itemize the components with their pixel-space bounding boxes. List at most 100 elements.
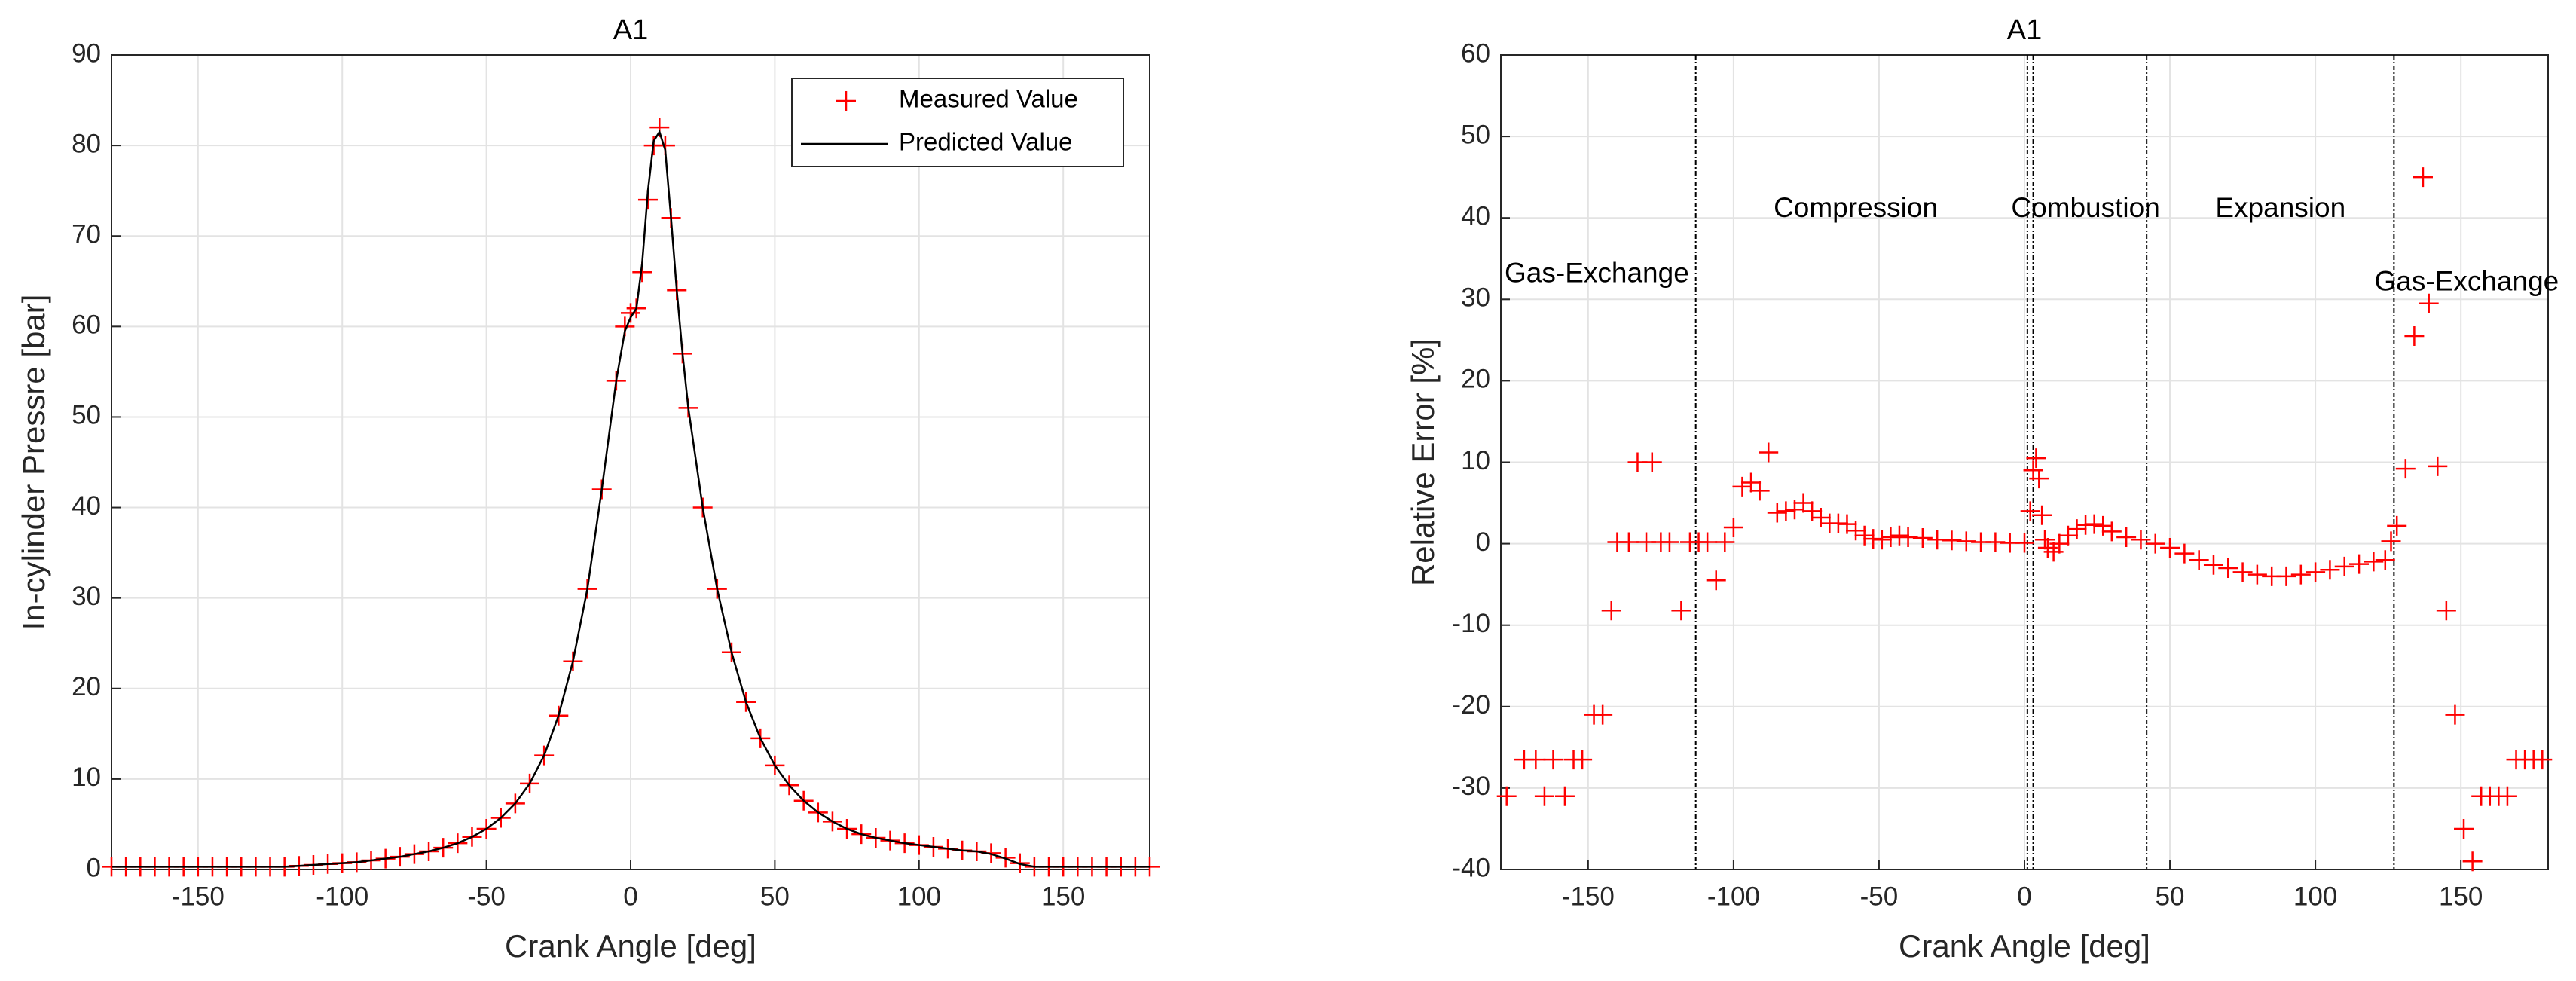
marker bbox=[2160, 538, 2180, 558]
marker bbox=[1749, 481, 1770, 501]
marker bbox=[2116, 527, 2137, 547]
y-axis-label: In-cylinder Pressre [bar] bbox=[16, 295, 51, 631]
y-tick-label: -40 bbox=[1452, 853, 1490, 882]
y-tick-label: 60 bbox=[1461, 38, 1490, 68]
legend-box bbox=[791, 78, 1124, 167]
marker bbox=[2174, 543, 2195, 564]
marker bbox=[1767, 503, 1787, 523]
marker bbox=[1593, 704, 1613, 725]
y-tick-label: 20 bbox=[1461, 365, 1490, 394]
marker bbox=[2375, 550, 2395, 570]
x-tick-label: 100 bbox=[897, 882, 941, 911]
marker bbox=[2320, 560, 2340, 580]
marker bbox=[2413, 167, 2433, 188]
annotation: Combustion bbox=[2011, 192, 2159, 223]
x-tick-label: -100 bbox=[1707, 882, 1760, 911]
x-tick-label: 50 bbox=[2156, 882, 2185, 911]
marker bbox=[2232, 562, 2253, 582]
axes-box bbox=[111, 54, 1150, 870]
x-tick-label: 150 bbox=[1041, 882, 1085, 911]
y-tick-label: 40 bbox=[1461, 201, 1490, 231]
legend-label: Predicted Value bbox=[899, 128, 1073, 156]
marker bbox=[1554, 786, 1575, 806]
y-tick-label: 30 bbox=[1461, 283, 1490, 313]
y-tick-label: 40 bbox=[72, 491, 101, 521]
chart-title: A1 bbox=[613, 14, 648, 46]
marker bbox=[2306, 562, 2326, 582]
marker bbox=[2131, 530, 2151, 550]
marker bbox=[2436, 601, 2456, 621]
marker bbox=[1526, 750, 1546, 770]
marker bbox=[1715, 532, 1735, 552]
marker bbox=[2404, 325, 2425, 346]
marker bbox=[2035, 530, 2055, 550]
marker bbox=[2290, 564, 2311, 585]
marker bbox=[1697, 532, 1718, 552]
x-tick-label: -100 bbox=[316, 882, 368, 911]
marker bbox=[1881, 527, 1901, 547]
annotation: Gas-Exchange bbox=[1505, 258, 1689, 289]
marker bbox=[2349, 554, 2370, 574]
marker bbox=[2532, 750, 2553, 770]
y-tick-label: 90 bbox=[72, 38, 101, 68]
marker bbox=[2276, 566, 2296, 586]
marker bbox=[1793, 493, 1814, 513]
marker bbox=[1534, 786, 1554, 806]
chart: -150 -100 -50 0 50 100 150-40-30-20-1001020304… bbox=[1405, 14, 2559, 964]
marker bbox=[2189, 550, 2209, 570]
marker bbox=[1496, 786, 1517, 806]
x-tick-label: 100 bbox=[2293, 882, 2337, 911]
marker bbox=[1601, 601, 1621, 621]
marker bbox=[1912, 528, 1933, 549]
marker bbox=[2445, 704, 2465, 725]
marker bbox=[2419, 293, 2439, 313]
marker bbox=[2395, 459, 2416, 479]
y-tick-label: 50 bbox=[72, 401, 101, 430]
y-tick-label: 70 bbox=[72, 219, 101, 249]
marker bbox=[2247, 564, 2267, 585]
marker bbox=[2381, 531, 2401, 552]
marker bbox=[2203, 555, 2223, 575]
marker bbox=[1618, 532, 1639, 552]
x-axis-label: Crank Angle [deg] bbox=[1899, 928, 2150, 964]
y-tick-label: 80 bbox=[72, 129, 101, 158]
marker bbox=[1572, 750, 1593, 770]
legend: Measured Value Predicted Value bbox=[791, 78, 1124, 167]
annotation: Gas-Exchange bbox=[2375, 265, 2559, 296]
y-tick-label: -10 bbox=[1452, 609, 1490, 638]
x-tick-label: -150 bbox=[172, 882, 225, 911]
legend-swatch bbox=[836, 91, 856, 111]
x-tick-label: -50 bbox=[467, 882, 506, 911]
marker bbox=[2218, 558, 2238, 579]
x-tick-label: -50 bbox=[1860, 882, 1899, 911]
y-tick-label: 50 bbox=[1461, 120, 1490, 149]
axes-box bbox=[1500, 54, 2549, 870]
marker bbox=[1543, 750, 1563, 770]
marker bbox=[2067, 519, 2087, 539]
marker bbox=[1723, 517, 1743, 537]
x-tick-label: -150 bbox=[1562, 882, 1615, 911]
marker bbox=[2454, 818, 2474, 839]
marker bbox=[2387, 515, 2407, 536]
marker bbox=[2145, 533, 2165, 554]
marker bbox=[2462, 851, 2483, 872]
marker bbox=[2020, 501, 2040, 521]
marker bbox=[2497, 786, 2517, 806]
y-tick-label: -30 bbox=[1452, 772, 1490, 801]
x-tick-label: 0 bbox=[623, 882, 637, 911]
marker bbox=[1659, 532, 1679, 552]
marker bbox=[2049, 533, 2070, 554]
marker bbox=[1642, 452, 1662, 472]
marker bbox=[1759, 442, 1779, 463]
marker bbox=[1671, 601, 1691, 621]
marker bbox=[1706, 570, 1726, 591]
marker bbox=[2029, 469, 2049, 489]
marker bbox=[2364, 552, 2384, 572]
chart: -150 -100 -50 0 50 100 150 0 10 20 30 40 50 60 70 80 90 A… bbox=[16, 14, 1160, 964]
y-tick-label: 0 bbox=[87, 853, 101, 882]
marker bbox=[1889, 525, 1909, 546]
y-tick-label: 30 bbox=[72, 582, 101, 611]
chart-title: A1 bbox=[2007, 14, 2042, 46]
marker bbox=[1846, 521, 1866, 541]
